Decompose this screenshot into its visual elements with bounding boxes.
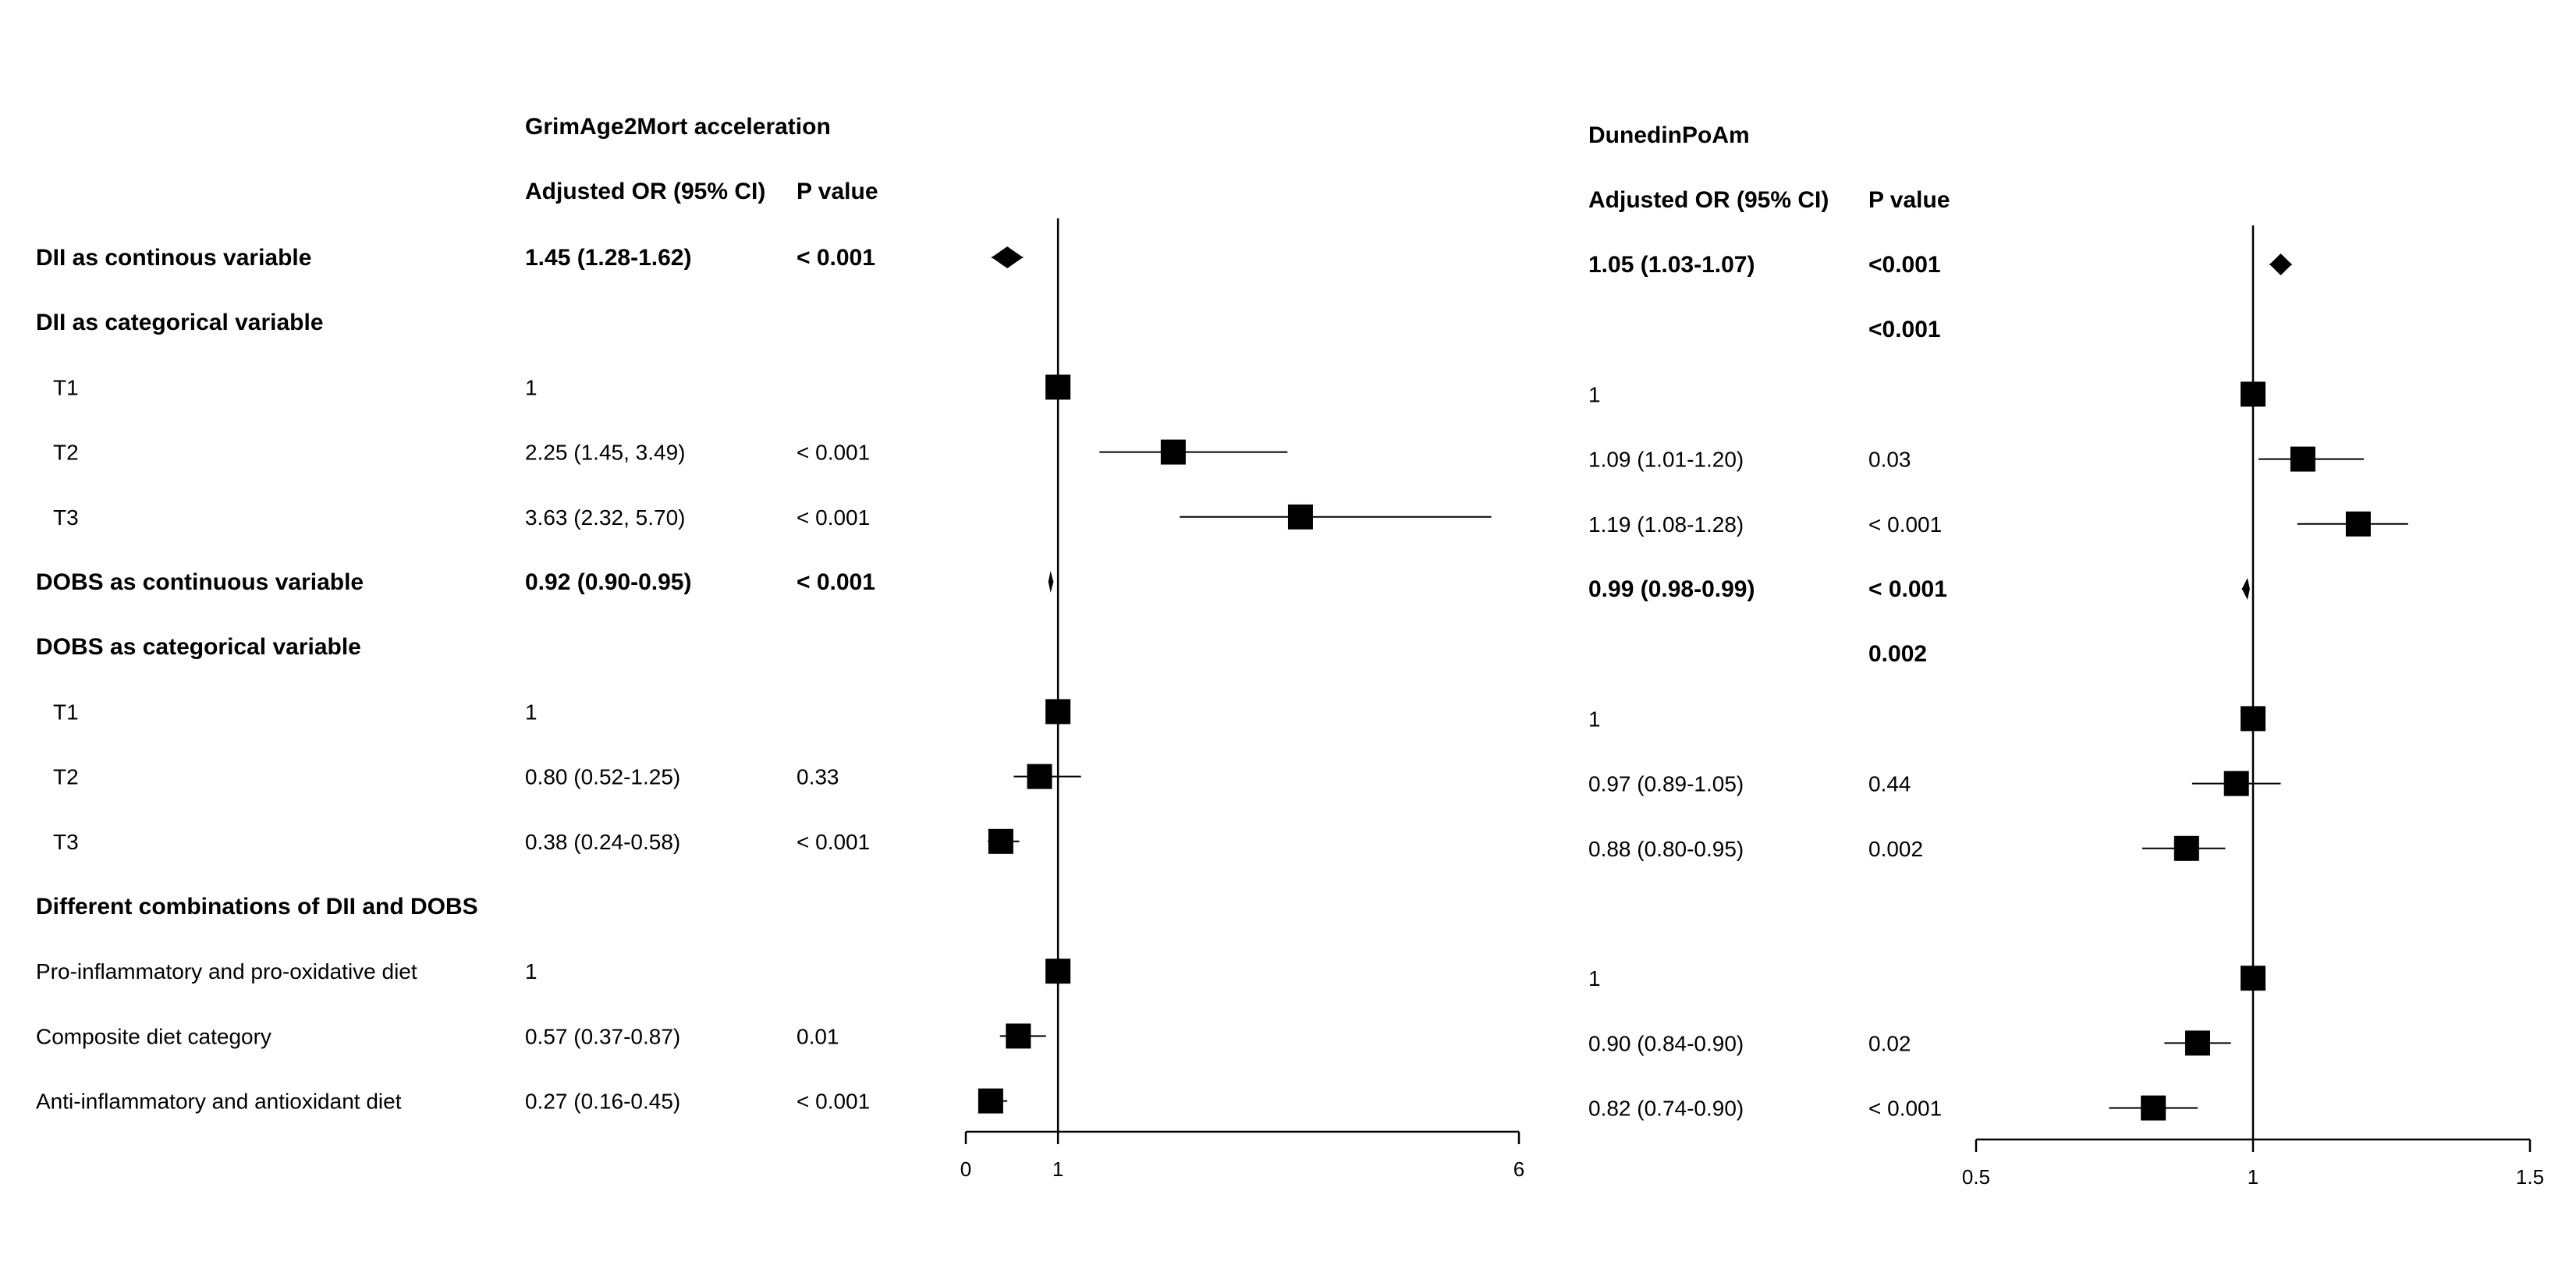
dunedin-estimate-square: [2141, 1095, 2166, 1121]
grimage-row-label: T1: [53, 700, 79, 724]
dunedin-row-or: 0.99 (0.98-0.99): [1588, 576, 1755, 602]
dunedin-row-p: 0.02: [1868, 1031, 1911, 1055]
dunedin-row-or: 1: [1588, 382, 1601, 406]
dunedin-row-or: 1: [1588, 966, 1601, 991]
grimage-row-label: Pro-inflammatory and pro-oxidative diet: [36, 959, 417, 984]
grimage-row-label: DOBS as categorical variable: [36, 634, 361, 660]
grimage-row-p: < 0.001: [797, 245, 875, 271]
grimage-row-p: < 0.001: [797, 505, 870, 530]
dunedin-row-p: < 0.001: [1868, 512, 1942, 537]
dunedin-estimate-square: [2241, 706, 2266, 732]
grimage-row-or: 2.25 (1.45, 3.49): [525, 441, 685, 465]
grimage-row-label: T3: [53, 830, 79, 854]
grimage-row-or: 1.45 (1.28-1.62): [525, 245, 691, 271]
grimage-row-label: T2: [53, 441, 79, 465]
grimage-row-label: Composite diet category: [36, 1024, 271, 1048]
dunedin-row-or: 1.09 (1.01-1.20): [1588, 448, 1744, 472]
dunedin-row-p: <0.001: [1868, 317, 1941, 342]
dunedin-x-tick-label: 1.5: [2516, 1165, 2544, 1189]
grimage-row-label: T2: [53, 765, 79, 789]
grimage-estimate-square: [1045, 959, 1071, 984]
grimage-row-label: DOBS as continuous variable: [36, 569, 364, 595]
grimage-estimate-diamond: [1048, 571, 1054, 593]
dunedin-row-p: <0.001: [1868, 252, 1941, 278]
grimage-estimate-diamond: [992, 246, 1024, 268]
dunedin-p-header: P value: [1868, 187, 1950, 213]
dunedin-rows: 1.05 (1.03-1.07) <0.001 <0.001 1 1.09 (1.01-…: [1588, 252, 1947, 1121]
dunedin-or-header: Adjusted OR (95% CI): [1588, 187, 1829, 213]
dunedin-estimate-square: [2241, 381, 2266, 407]
grimage-row-p: < 0.001: [797, 441, 870, 465]
grimage-row-or: 1: [525, 700, 538, 724]
dunedin-row-or: 1: [1588, 707, 1601, 731]
grimage-or-header: Adjusted OR (95% CI): [525, 179, 765, 204]
dunedin-row-p: < 0.001: [1868, 1097, 1942, 1121]
grimage-estimate-square: [1045, 374, 1071, 400]
dunedin-row-or: 0.82 (0.74-0.90): [1588, 1097, 1744, 1121]
grimage-title: GrimAge2Mort acceleration: [525, 114, 831, 140]
grimage-row-p: 0.01: [797, 1024, 839, 1048]
dunedin-estimate-square: [2223, 771, 2249, 796]
grimage-p-header: P value: [797, 179, 878, 204]
grimage-plot-area: 0 1 6: [960, 218, 1524, 1181]
grimage-estimate-square: [1160, 439, 1186, 465]
grimage-estimate-square: [988, 828, 1013, 854]
grimage-row-label: Anti-inflammatory and antioxidant diet: [36, 1090, 402, 1114]
grimage-row-p: 0.33: [797, 765, 839, 789]
grimage-estimate-square: [1287, 504, 1313, 530]
grimage-x-tick-label: 6: [1513, 1157, 1524, 1181]
dunedin-row-or: 0.90 (0.84-0.90): [1588, 1031, 1744, 1055]
grimage-row-or: 0.80 (0.52-1.25): [525, 765, 680, 789]
dunedin-row-p: 0.03: [1868, 448, 1911, 472]
dunedin-panel: DunedinPoAm Adjusted OR (95% CI) P value…: [1588, 122, 2544, 1189]
grimage-estimate-square: [1006, 1023, 1031, 1049]
dunedin-row-p: 0.002: [1868, 641, 1927, 667]
dunedin-title: DunedinPoAm: [1588, 122, 1750, 148]
dunedin-row-p: 0.44: [1868, 772, 1911, 796]
dunedin-row-p: 0.002: [1868, 837, 1923, 861]
grimage-estimate-square: [978, 1088, 1003, 1114]
dunedin-estimate-square: [2173, 835, 2199, 861]
dunedin-estimate-square: [2241, 966, 2266, 991]
grimage-row-label: DII as continous variable: [36, 245, 311, 271]
dunedin-row-or: 0.97 (0.89-1.05): [1588, 772, 1744, 796]
dunedin-estimate-diamond: [2241, 578, 2250, 600]
dunedin-estimate-diamond: [2269, 253, 2292, 275]
dunedin-row-or: 1.19 (1.08-1.28): [1588, 512, 1744, 537]
dunedin-row-or: 0.88 (0.80-0.95): [1588, 837, 1744, 861]
grimage-estimate-square: [1027, 764, 1052, 789]
grimage-row-label: DII as categorical variable: [36, 310, 324, 335]
grimage-row-or: 0.92 (0.90-0.95): [525, 569, 691, 595]
grimage-estimate-square: [1045, 699, 1071, 725]
dunedin-x-tick-label: 0.5: [1962, 1165, 1990, 1189]
dunedin-estimate-square: [2185, 1030, 2210, 1056]
grimage-row-p: < 0.001: [797, 569, 875, 595]
grimage-row-or: 0.57 (0.37-0.87): [525, 1024, 680, 1048]
dunedin-row-or: 1.05 (1.03-1.07): [1588, 252, 1755, 278]
dunedin-estimate-square: [2290, 446, 2315, 472]
grimage-row-or: 0.27 (0.16-0.45): [525, 1090, 680, 1114]
dunedin-plot-area: 0.5 1 1.5: [1962, 225, 2544, 1189]
grimage-row-or: 1: [525, 375, 538, 399]
grimage-rows: DII as continous variable 1.45 (1.28-1.62…: [36, 245, 875, 1114]
grimage-panel: GrimAge2Mort acceleration Adjusted OR (9…: [36, 114, 1524, 1181]
grimage-row-or: 1: [525, 959, 538, 984]
grimage-x-tick-label: 1: [1052, 1157, 1063, 1181]
grimage-x-tick-label: 0: [960, 1157, 971, 1181]
grimage-row-or: 3.63 (2.32, 5.70): [525, 505, 685, 530]
dunedin-estimate-square: [2345, 511, 2371, 537]
grimage-row-label: Different combinations of DII and DOBS: [36, 894, 478, 920]
dunedin-row-p: < 0.001: [1868, 576, 1947, 602]
grimage-row-label: T1: [53, 375, 79, 399]
grimage-row-or: 0.38 (0.24-0.58): [525, 830, 680, 854]
grimage-row-p: < 0.001: [797, 1090, 870, 1114]
grimage-row-label: T3: [53, 505, 79, 530]
grimage-row-p: < 0.001: [797, 830, 870, 854]
dunedin-x-tick-label: 1: [2248, 1165, 2258, 1189]
